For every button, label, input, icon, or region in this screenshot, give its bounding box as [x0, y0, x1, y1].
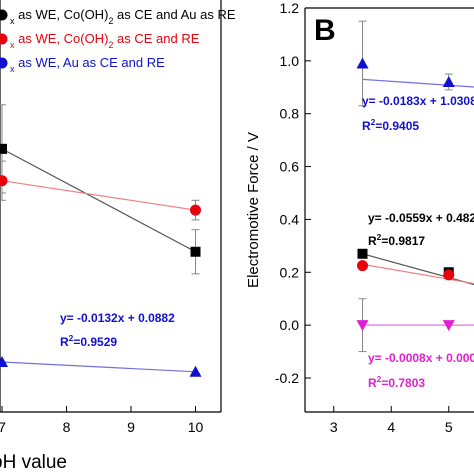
panel-b-series	[356, 20, 474, 353]
panel-b-y-tick-label-0: -0.2	[275, 370, 299, 386]
panel-b-fit-line-1	[362, 253, 474, 286]
panel-a-r2: R2=0.9529	[60, 333, 117, 349]
panel-a-x-ticks: 7 8 9 10	[0, 406, 203, 435]
panel-b: -0.20.00.20.40.60.81.01.2 3456 y= -0.018…	[245, 0, 474, 435]
panel-b-x-tick-label-0: 3	[330, 419, 338, 435]
panel-b-fit-line-2	[362, 263, 474, 285]
panel-a-legend-text-0: x as WE, Co(OH)2 as CE and Au as RE	[10, 7, 236, 26]
panel-b-y-tick-label-4: 0.6	[280, 159, 300, 175]
panel-b-letter: B	[314, 14, 336, 47]
panel-a-legend-marker-0	[0, 9, 8, 21]
panel-a-x-tick-label-0: 7	[0, 419, 6, 435]
panel-a-fit-line-0	[1, 148, 196, 253]
panel-a-point-0-0	[0, 143, 7, 154]
panel-b-point-1-0	[357, 248, 368, 259]
panel-b-point-3-0	[356, 320, 369, 332]
panel-a-legend: x as WE, Co(OH)2 as CE and Au as RE x as …	[0, 7, 236, 74]
panel-b-annotation-2: y= -0.0559x + 0.4824	[368, 211, 474, 225]
panel-b-y-tick-label-5: 0.8	[280, 106, 300, 122]
panel-a-point-0-1	[190, 246, 201, 257]
panel-b-point-3-1	[442, 320, 455, 332]
panel-a-point-1-1	[190, 204, 201, 216]
panel-b-y-tick-label-3: 0.4	[280, 211, 300, 227]
panel-a-legend-text-2: x as WE, Au as CE and RE	[10, 55, 165, 74]
panel-a-x-tick-label-1: 8	[63, 419, 71, 435]
panel-a-legend-marker-2	[0, 57, 8, 69]
panel-b-annotation-4: y= -0.0008x + 0.000	[368, 351, 474, 365]
panel-b-annotation-5: R2=0.7803	[368, 374, 425, 390]
panel-b-y-tick-label-1: 0.0	[280, 317, 300, 333]
panel-b-y-axis-label: Electromotive Force / V	[245, 132, 262, 288]
panel-a-series	[0, 104, 202, 377]
panel-a-legend-marker-1	[0, 33, 8, 45]
panel-a-point-2-0	[0, 356, 8, 367]
panel-b-point-2-0	[357, 260, 368, 272]
panel-a-x-axis-label: pH value	[0, 452, 67, 473]
panel-a-fit-line-1	[1, 180, 196, 211]
panel-b-y-tick-label-6: 1.0	[280, 53, 300, 69]
panel-b-x-tick-label-2: 5	[445, 419, 453, 435]
panel-b-y-tick-label-2: 0.2	[280, 264, 300, 280]
panel-a-fit-line-2	[1, 361, 196, 373]
panel-b-annotation-3: R2=0.9817	[368, 232, 425, 248]
panel-a-x-tick-label-2: 9	[127, 419, 135, 435]
panel-b-annotation-1: R2=0.9405	[362, 117, 419, 133]
panel-b-y-tick-label-7: 1.2	[280, 0, 300, 16]
panel-b-y-ticks: -0.2 0.0 0.2 0.4 0.6 0.8 1.0 1.2	[275, 0, 311, 386]
panel-b-fit-line-0	[362, 78, 474, 88]
panel-a-legend-text-1: x as WE, Co(OH)2 as CE and RE	[10, 31, 200, 50]
panel-b-point-0-0	[356, 57, 369, 69]
panel-a: 7 8 9 10 x as WE, Co(OH)2 as CE and Au as R…	[0, 0, 236, 473]
panel-b-x-tick-label-1: 4	[387, 419, 395, 435]
panel-a-x-tick-label-3: 10	[188, 419, 204, 435]
panel-a-annotations: y= -0.0132x + 0.0882 R2=0.9529	[60, 311, 175, 349]
panel-b-point-2-1	[443, 269, 455, 281]
panel-a-point-2-1	[189, 365, 202, 377]
panel-b-annotation-0: y= -0.0183x + 1.0308	[362, 94, 474, 108]
panel-b-annotations: y= -0.0183x + 1.0308 R2=0.9405 y= -0.0559x…	[362, 94, 474, 390]
panel-a-equation: y= -0.0132x + 0.0882	[60, 311, 175, 325]
panel-b-point-0-1	[442, 75, 455, 87]
panel-a-point-1-0	[0, 175, 8, 187]
panel-b-x-ticks: 3456	[330, 406, 453, 435]
